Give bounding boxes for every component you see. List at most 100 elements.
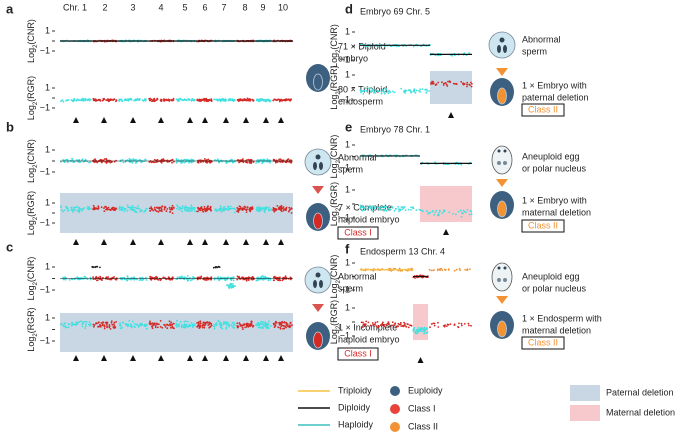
nucleus bbox=[503, 161, 507, 165]
point bbox=[221, 328, 223, 330]
point bbox=[425, 89, 427, 91]
point bbox=[415, 333, 417, 335]
point bbox=[148, 161, 150, 163]
point bbox=[267, 99, 269, 101]
annotation: 1 × Embryo with bbox=[522, 80, 587, 90]
point bbox=[114, 322, 116, 324]
point bbox=[265, 208, 267, 210]
point bbox=[253, 99, 255, 101]
point bbox=[230, 206, 232, 208]
point bbox=[185, 209, 187, 211]
point bbox=[375, 90, 377, 92]
point bbox=[214, 279, 216, 281]
point bbox=[232, 287, 234, 289]
point bbox=[85, 325, 87, 327]
point bbox=[262, 322, 264, 324]
point bbox=[176, 208, 178, 210]
point bbox=[221, 211, 223, 213]
point bbox=[409, 89, 411, 91]
point bbox=[385, 206, 387, 208]
y-axis-label: Log2(CNR) bbox=[26, 139, 38, 183]
annotation: 1 × Endosperm with bbox=[522, 313, 602, 323]
point bbox=[215, 267, 217, 269]
point bbox=[127, 98, 129, 100]
legend-label: Euploidy bbox=[408, 385, 443, 395]
point bbox=[279, 327, 281, 329]
point bbox=[432, 210, 434, 212]
annotation: 1 × Embryo with bbox=[522, 195, 587, 205]
marker-triangle bbox=[223, 117, 229, 123]
y-axis-label: Log2(RGR) bbox=[26, 191, 38, 235]
point bbox=[189, 324, 191, 326]
point bbox=[61, 209, 63, 211]
point bbox=[149, 323, 151, 325]
point bbox=[121, 209, 123, 211]
point bbox=[284, 99, 286, 101]
point bbox=[389, 91, 391, 93]
point bbox=[220, 101, 222, 103]
point bbox=[404, 89, 406, 91]
point bbox=[372, 205, 374, 207]
point bbox=[207, 324, 209, 326]
nucleus bbox=[316, 273, 321, 278]
point bbox=[388, 90, 390, 92]
point bbox=[466, 269, 468, 271]
point bbox=[233, 280, 235, 282]
point bbox=[258, 325, 260, 327]
point bbox=[108, 99, 110, 101]
label-part: (RGR) bbox=[26, 191, 36, 217]
point bbox=[188, 162, 190, 164]
point bbox=[213, 99, 215, 101]
point bbox=[105, 322, 107, 324]
nucleus bbox=[497, 161, 501, 165]
point bbox=[375, 322, 377, 324]
point bbox=[131, 325, 133, 327]
point bbox=[198, 321, 200, 323]
point bbox=[96, 266, 98, 268]
embryo-icon bbox=[498, 201, 507, 217]
nucleus bbox=[500, 38, 505, 43]
legend-label: Triploidy bbox=[338, 385, 372, 395]
label-part: (RGR) bbox=[26, 307, 36, 333]
point bbox=[209, 162, 211, 164]
point bbox=[412, 330, 414, 332]
point bbox=[162, 205, 164, 207]
marker-triangle bbox=[158, 355, 164, 361]
point bbox=[447, 324, 449, 326]
point bbox=[131, 99, 133, 101]
tick-label: −1 bbox=[40, 284, 50, 294]
point bbox=[133, 279, 135, 281]
marker-triangle bbox=[202, 239, 208, 245]
marker-triangle bbox=[202, 355, 208, 361]
point bbox=[436, 83, 438, 85]
point bbox=[471, 213, 473, 215]
point bbox=[458, 323, 460, 325]
point bbox=[264, 99, 266, 101]
point bbox=[151, 100, 153, 102]
point bbox=[149, 321, 151, 323]
point bbox=[100, 326, 102, 328]
point bbox=[456, 269, 458, 271]
label-part: Log bbox=[329, 283, 339, 298]
point bbox=[78, 209, 80, 211]
marker-triangle bbox=[278, 239, 284, 245]
point bbox=[132, 321, 134, 323]
point bbox=[256, 280, 258, 282]
point bbox=[84, 276, 86, 278]
panel-title: Embryo 69 Chr. 5 bbox=[360, 6, 430, 16]
point bbox=[469, 210, 471, 212]
point bbox=[177, 100, 179, 102]
point bbox=[291, 212, 293, 214]
point bbox=[392, 321, 394, 323]
point bbox=[178, 209, 180, 211]
point bbox=[237, 327, 239, 329]
point bbox=[149, 99, 151, 101]
nucleus bbox=[504, 267, 507, 270]
point bbox=[269, 99, 271, 101]
tick-label: −1 bbox=[340, 54, 350, 64]
point bbox=[181, 99, 183, 101]
point bbox=[185, 159, 187, 161]
point bbox=[184, 207, 186, 209]
point bbox=[424, 327, 426, 329]
deletion-band bbox=[420, 186, 472, 222]
